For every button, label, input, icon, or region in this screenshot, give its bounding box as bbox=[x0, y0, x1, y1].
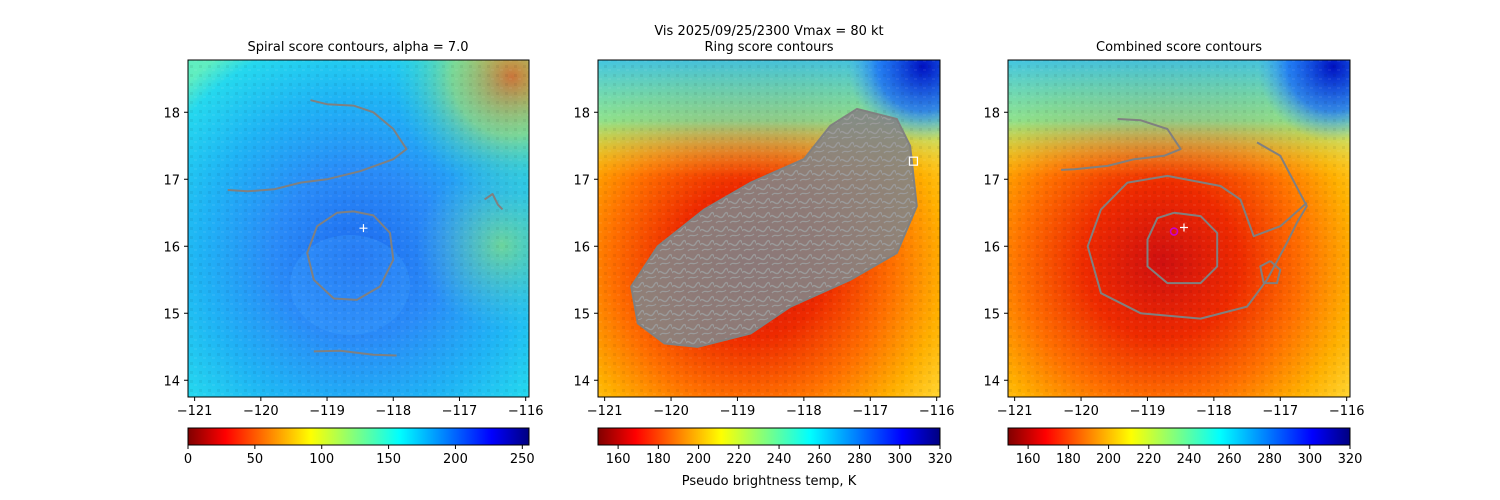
contour-line bbox=[484, 193, 504, 211]
panel2-colorbar: 160 180 200 220 240 260 280 300 320 bbox=[597, 427, 953, 467]
colorbar-label: Pseudo brightness temp, K bbox=[682, 474, 857, 489]
contour-line bbox=[313, 349, 397, 357]
colorbar-tick-label: 300 bbox=[1297, 452, 1322, 467]
x-tick-label: −116 bbox=[508, 404, 544, 419]
panel1-title: Spiral score contours, alpha = 7.0 bbox=[247, 40, 468, 55]
colorbar-tick-label: 0 bbox=[184, 452, 192, 467]
panel3: Combined score contours −121 −120 −119 −118… bbox=[983, 40, 1364, 467]
x-tick-label: −118 bbox=[1196, 404, 1232, 419]
y-tick-label: 14 bbox=[163, 374, 180, 389]
center-plus-marker bbox=[1179, 223, 1188, 232]
y-tick-label: 18 bbox=[983, 106, 1000, 121]
ring-contour-texture bbox=[631, 108, 917, 347]
colorbar-tick-label: 300 bbox=[887, 452, 912, 467]
y-tick-label: 18 bbox=[573, 106, 590, 121]
x-tick-label: −121 bbox=[587, 404, 623, 419]
colorbar-tick-label: 260 bbox=[807, 452, 832, 467]
colorbar-tick-label: 250 bbox=[510, 452, 535, 467]
colorbar-tick-label: 320 bbox=[928, 452, 953, 467]
colorbar-tick-label: 200 bbox=[686, 452, 711, 467]
colorbar-tick-label: 100 bbox=[309, 452, 334, 467]
x-tick-label: −119 bbox=[309, 404, 345, 419]
y-tick-label: 14 bbox=[983, 374, 1000, 389]
colorbar-tick-label: 260 bbox=[1217, 452, 1242, 467]
panel3-colorbar: 160 180 200 220 240 260 280 300 320 bbox=[1007, 427, 1363, 467]
colorbar-tick-label: 180 bbox=[1056, 452, 1081, 467]
panel2-frame bbox=[597, 59, 941, 398]
y-tick-label: 16 bbox=[983, 240, 1000, 255]
x-tick-label: −117 bbox=[852, 404, 888, 419]
x-tick-label: −120 bbox=[653, 404, 689, 419]
panel2-title: Ring score contours bbox=[704, 40, 834, 55]
y-tick-label: 16 bbox=[573, 240, 590, 255]
contour-line bbox=[1146, 211, 1219, 285]
x-tick-label: −119 bbox=[720, 404, 756, 419]
x-tick-label: −118 bbox=[786, 404, 822, 419]
panel1-colorbar: 0 50 100 150 200 250 bbox=[184, 427, 535, 467]
panel1-image bbox=[188, 60, 529, 397]
panel2: −121 −120 −119 −118 −117 −116 14 15 16 17 18 160 18… bbox=[573, 59, 955, 489]
x-tick-label: −116 bbox=[1329, 404, 1365, 419]
y-tick-label: 17 bbox=[573, 173, 590, 188]
ring-contour-edge bbox=[630, 107, 918, 348]
panel3-frame bbox=[1007, 59, 1351, 398]
y-tick-label: 15 bbox=[163, 307, 180, 322]
x-tick-label: −118 bbox=[375, 404, 411, 419]
colorbar-tick-label: 160 bbox=[1016, 452, 1041, 467]
y-tick-label: 15 bbox=[983, 307, 1000, 322]
colorbar-tick-label: 50 bbox=[247, 452, 264, 467]
y-tick-label: 17 bbox=[983, 173, 1000, 188]
contour-line bbox=[1061, 118, 1182, 171]
x-tick-label: −117 bbox=[1262, 404, 1298, 419]
colorbar-tick-label: 150 bbox=[376, 452, 401, 467]
x-tick-label: −121 bbox=[997, 404, 1033, 419]
x-tick-label: −120 bbox=[1063, 404, 1099, 419]
colorbar-tick-label: 320 bbox=[1338, 452, 1363, 467]
colorbar-tick-label: 240 bbox=[1177, 452, 1202, 467]
contour-line bbox=[227, 99, 408, 193]
x-tick-label: −119 bbox=[1130, 404, 1166, 419]
contour-line bbox=[1086, 141, 1308, 320]
x-tick-label: −121 bbox=[177, 404, 213, 419]
y-tick-label: 17 bbox=[163, 173, 180, 188]
panel1-frame bbox=[187, 59, 530, 398]
y-tick-label: 18 bbox=[163, 106, 180, 121]
panel1: Spiral score contours, alpha = 7.0 −121 −… bbox=[163, 40, 543, 467]
colorbar-tick-label: 200 bbox=[1096, 452, 1121, 467]
colorbar-tick-label: 280 bbox=[1257, 452, 1282, 467]
y-tick-label: 15 bbox=[573, 307, 590, 322]
contour-line bbox=[306, 210, 395, 301]
colorbar-tick-label: 240 bbox=[767, 452, 792, 467]
panel3-title: Combined score contours bbox=[1096, 40, 1262, 55]
x-tick-label: −116 bbox=[919, 404, 955, 419]
panel2-image bbox=[598, 60, 940, 397]
colorbar-tick-label: 200 bbox=[443, 452, 468, 467]
x-tick-label: −117 bbox=[442, 404, 478, 419]
circle-marker bbox=[1169, 227, 1179, 236]
colorbar-tick-label: 220 bbox=[1136, 452, 1161, 467]
panel3-image bbox=[1008, 60, 1350, 397]
figure-title-line1: Vis 2025/09/25/2300 Vmax = 80 kt bbox=[654, 24, 884, 39]
x-tick-label: −120 bbox=[243, 404, 279, 419]
contour-line bbox=[1259, 260, 1282, 285]
colorbar-tick-label: 220 bbox=[726, 452, 751, 467]
center-plus-marker bbox=[359, 224, 368, 233]
colorbar-tick-label: 160 bbox=[606, 452, 631, 467]
y-tick-label: 14 bbox=[573, 374, 590, 389]
colorbar-tick-label: 280 bbox=[847, 452, 872, 467]
colorbar-tick-label: 180 bbox=[646, 452, 671, 467]
y-tick-label: 16 bbox=[163, 240, 180, 255]
square-marker bbox=[908, 156, 919, 166]
